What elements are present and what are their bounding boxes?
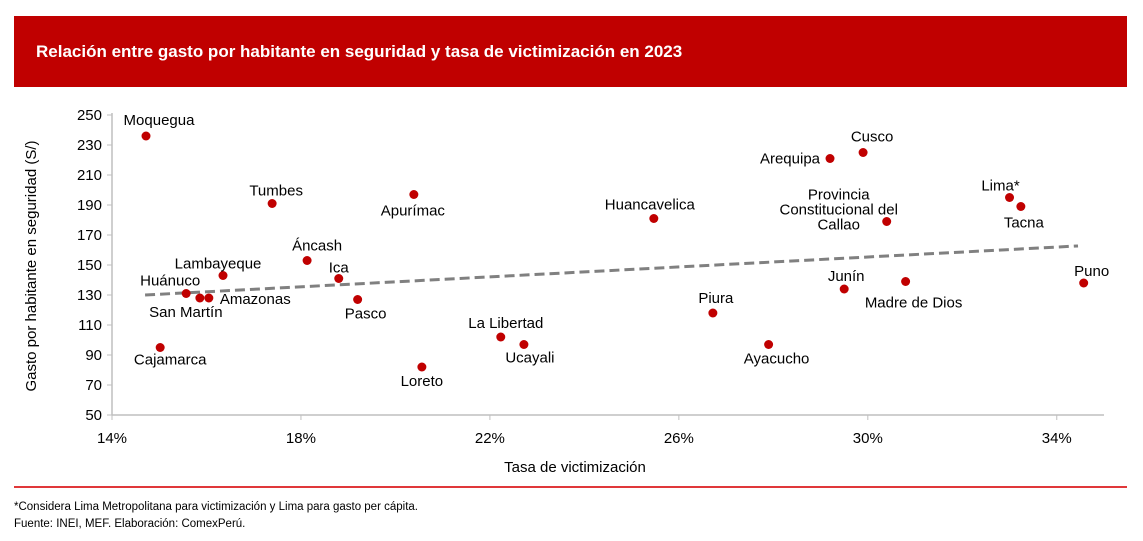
y-tick-label: 170: [77, 227, 102, 244]
data-point: [1005, 193, 1015, 202]
point-label: Huánuco: [140, 273, 200, 290]
data-point: [764, 340, 774, 349]
point-label: Piura: [698, 290, 734, 307]
data-point: [267, 199, 277, 208]
data-point: [882, 217, 892, 226]
point-label: Áncash: [292, 238, 342, 255]
source-note: Fuente: INEI, MEF. Elaboración: ComexPer…: [14, 518, 246, 530]
x-axis-title: Tasa de victimización: [504, 459, 646, 476]
point-label: Pasco: [345, 306, 387, 323]
point-label: Cajamarca: [134, 352, 207, 369]
point-label: Puno: [1074, 263, 1109, 280]
data-point: [353, 295, 363, 304]
data-point: [141, 131, 151, 141]
y-tick-label: 90: [85, 347, 102, 364]
data-point: [649, 214, 659, 223]
y-tick-label: 190: [77, 197, 102, 214]
data-point: [1079, 278, 1089, 288]
points-group: [141, 131, 1089, 372]
point-label: Lima*: [981, 178, 1020, 195]
point-label: Ucayali: [505, 350, 554, 367]
point-label: Moquegua: [124, 112, 196, 129]
point-label-line: Callao: [817, 217, 860, 234]
y-tick-label: 230: [77, 137, 102, 154]
point-label: Ayacucho: [744, 351, 810, 368]
data-point: [825, 154, 835, 163]
point-label: Apurímac: [381, 203, 446, 220]
y-tick-label: 210: [77, 167, 102, 184]
point-label: Lambayeque: [175, 256, 262, 273]
y-tick-label: 130: [77, 287, 102, 304]
footnote: *Considera Lima Metropolitana para victi…: [14, 501, 418, 513]
data-point: [409, 190, 419, 199]
x-tick-label: 18%: [286, 430, 316, 447]
point-label: Amazonas: [220, 291, 291, 308]
point-label: Junín: [828, 268, 865, 285]
point-label: Arequipa: [760, 151, 821, 168]
point-label: Cusco: [851, 129, 894, 146]
point-label: La Libertad: [468, 315, 543, 332]
data-point: [901, 277, 911, 286]
data-point: [195, 293, 205, 303]
labels-group: Moquegua Tumbes Apurímac Áncash Lambayeque Ic…: [124, 112, 1110, 390]
point-label-line: Provincia: [808, 187, 870, 204]
data-point: [496, 332, 506, 342]
data-point: [839, 284, 849, 294]
data-point: [155, 343, 165, 352]
data-point: [334, 274, 344, 283]
axes: 50 70 90 110 130 150 170 190 210 230 250 14% 18% 22% 2…: [77, 107, 1104, 447]
trendline: [144, 244, 1079, 297]
point-label: Tumbes: [249, 183, 303, 200]
data-point: [218, 271, 228, 280]
chart-title: Relación entre gasto por habitante en se…: [36, 42, 683, 61]
data-point: [519, 340, 529, 349]
footer-divider: [14, 486, 1127, 488]
x-tick-label: 14%: [97, 430, 127, 447]
data-point: [181, 289, 191, 298]
y-tick-label: 150: [77, 257, 102, 274]
point-label: Huancavelica: [605, 197, 696, 214]
point-label: Ica: [329, 260, 350, 277]
point-label-line: Constitucional del: [780, 202, 898, 219]
y-tick-label: 250: [77, 107, 102, 124]
y-tick-label: 50: [85, 407, 102, 424]
data-point: [1016, 202, 1026, 211]
y-tick-label: 110: [78, 317, 102, 334]
point-label: Provincia Constitucional del Callao: [780, 187, 898, 234]
data-point: [708, 308, 718, 318]
x-tick-label: 34%: [1042, 430, 1072, 447]
y-axis-title: Gasto por habitante en seguridad (S/): [23, 141, 40, 392]
point-label: Madre de Dios: [865, 295, 963, 312]
chart-header: Relación entre gasto por habitante en se…: [14, 16, 1127, 87]
x-tick-label: 26%: [664, 430, 694, 447]
point-label: Loreto: [401, 373, 444, 390]
point-label: Tacna: [1004, 215, 1045, 232]
data-point: [204, 293, 214, 303]
trendline-group: [144, 244, 1079, 297]
data-point: [858, 148, 868, 157]
data-point: [302, 256, 312, 265]
y-tick-label: 70: [85, 377, 102, 394]
data-point: [417, 362, 427, 372]
point-label: San Martín: [149, 304, 222, 321]
x-tick-label: 22%: [475, 430, 505, 447]
x-tick-label: 30%: [853, 430, 883, 447]
